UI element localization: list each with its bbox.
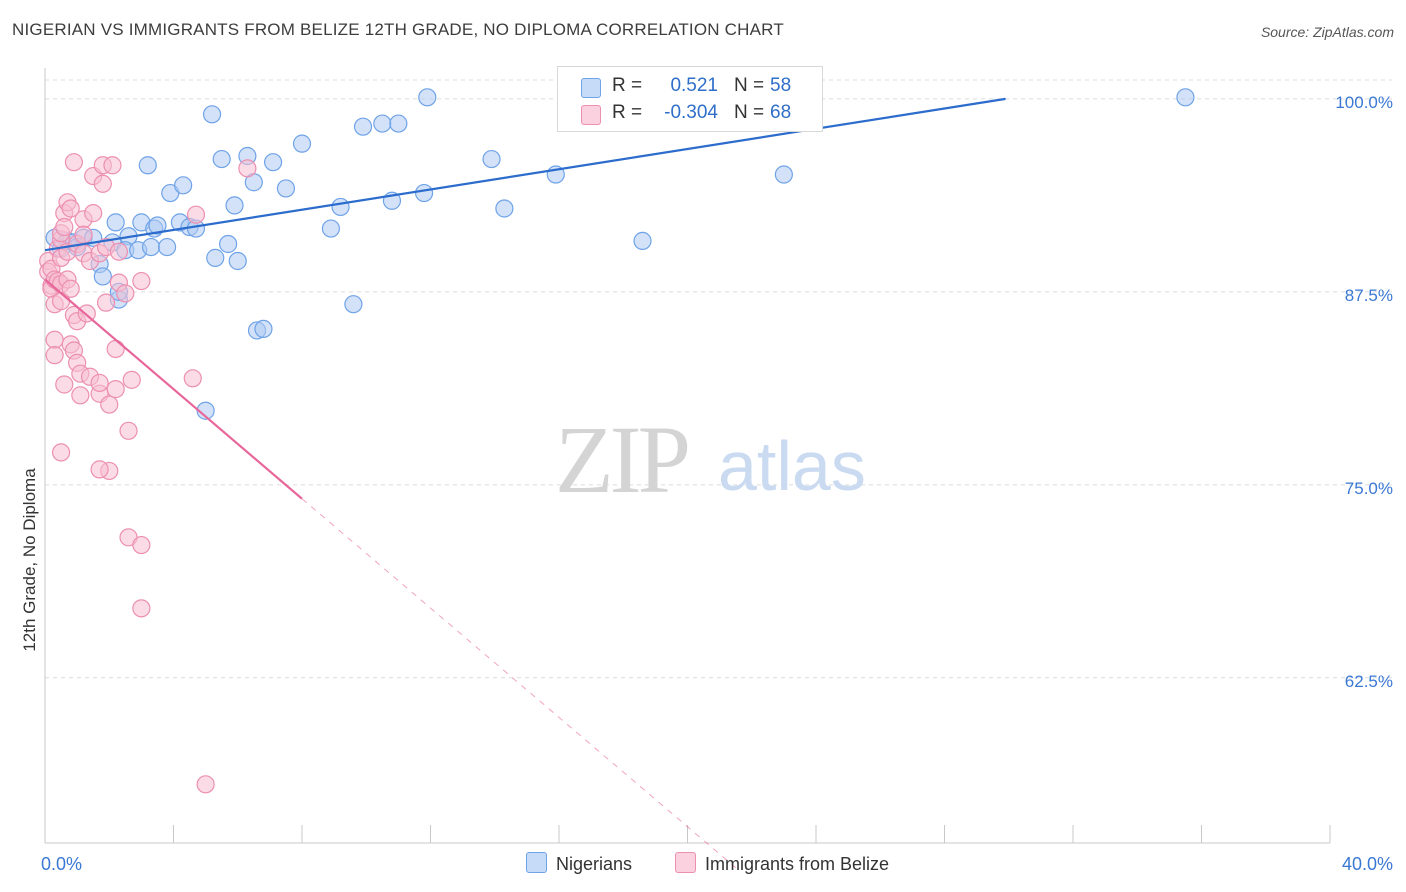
- belize-point: [183, 369, 202, 388]
- nigerian-point: [495, 199, 514, 218]
- belize-point: [45, 346, 64, 365]
- nigerian-point: [482, 149, 501, 169]
- nigerian-point: [331, 197, 350, 217]
- belize-point: [61, 279, 80, 298]
- nigerian-point: [344, 295, 363, 314]
- legend-r-value: 0.521: [670, 75, 718, 96]
- nigerian-point: [414, 183, 434, 203]
- bottom-legend-nigerians: Nigerians: [526, 852, 632, 875]
- x-tick-label: 0.0%: [41, 854, 82, 874]
- nigerian-point: [157, 237, 177, 257]
- nigerian-point: [93, 267, 112, 286]
- y-axis-label: 12th Grade, No Diploma: [20, 468, 39, 652]
- belize-point: [132, 599, 151, 618]
- nigerian-point: [353, 117, 373, 136]
- nigerian-point: [202, 105, 222, 124]
- belize-point: [51, 443, 71, 462]
- belize-point: [96, 293, 116, 312]
- nigerian-point: [196, 401, 215, 420]
- belize-point: [109, 242, 128, 261]
- legend-swatch-blue: [581, 78, 601, 98]
- nigerian-point: [633, 231, 652, 251]
- nigerian-point: [292, 134, 312, 153]
- nigerian-point: [373, 114, 392, 133]
- nigerian-point: [774, 165, 793, 184]
- bottom-legend-swatch-pink: [675, 852, 696, 873]
- x-tick-label: 40.0%: [1342, 854, 1393, 874]
- belize-point: [106, 380, 125, 399]
- y-tick-label: 100.0%: [1335, 93, 1393, 112]
- belize-point: [55, 375, 74, 394]
- belize-trend-line: [44, 278, 303, 500]
- nigerian-point: [106, 213, 125, 232]
- nigerian-point: [389, 114, 408, 133]
- nigerian-point: [276, 179, 296, 198]
- belize-point: [122, 370, 141, 389]
- belize-point: [61, 199, 80, 218]
- belize-point: [64, 153, 84, 172]
- legend-n-label: N =: [734, 75, 765, 96]
- belize-point: [100, 395, 119, 414]
- nigerian-point: [263, 153, 283, 172]
- belize-point: [132, 271, 151, 291]
- nigerian-point: [148, 216, 167, 235]
- correlation-legend: R = 0.521 N = 58 R = -0.304 N = 68: [557, 66, 823, 132]
- belize-point: [238, 159, 257, 178]
- nigerian-point: [321, 219, 341, 238]
- belize-point: [74, 225, 93, 244]
- nigerian-point: [174, 176, 193, 195]
- legend-n-value: 58: [770, 75, 792, 96]
- belize-trend-extension: [301, 498, 737, 869]
- belize-point: [90, 373, 109, 393]
- bottom-legend-belize: Immigrants from Belize: [675, 852, 889, 875]
- belize-point: [71, 386, 90, 405]
- y-tick-label: 75.0%: [1345, 479, 1393, 498]
- nigerian-point: [219, 234, 238, 254]
- legend-swatch-pink: [581, 105, 601, 125]
- belize-point: [103, 156, 122, 175]
- nigerian-trend-line: [44, 97, 1006, 252]
- nigerian-point: [418, 88, 437, 107]
- belize-point: [84, 204, 103, 223]
- nigerian-point: [228, 251, 247, 271]
- legend-n-value: 68: [770, 102, 792, 123]
- belize-point: [55, 217, 74, 237]
- belize-point: [90, 460, 109, 479]
- legend-n-label: N =: [734, 102, 765, 123]
- nigerian-point: [212, 149, 231, 169]
- nigerian-point: [1176, 88, 1195, 107]
- nigerian-point: [141, 237, 161, 257]
- belize-point: [132, 535, 151, 555]
- nigerian-point: [138, 156, 157, 175]
- belize-point: [119, 421, 138, 440]
- watermark-zip: ZIP: [555, 406, 688, 513]
- belize-point: [93, 174, 112, 193]
- belize-point: [45, 330, 64, 349]
- belize-point: [106, 339, 125, 359]
- bottom-legend-label: Immigrants from Belize: [705, 854, 890, 874]
- nigerian-point: [254, 319, 273, 339]
- y-tick-label: 62.5%: [1345, 672, 1393, 691]
- belize-point: [116, 284, 135, 303]
- chart-title: NIGERIAN VS IMMIGRANTS FROM BELIZE 12TH …: [12, 20, 784, 39]
- bottom-legend-label: Nigerians: [556, 854, 633, 874]
- y-tick-label: 87.5%: [1345, 286, 1393, 305]
- watermark-atlas: atlas: [718, 427, 866, 505]
- belize-point: [196, 775, 215, 794]
- belize-point: [186, 205, 206, 224]
- legend-r-value: -0.304: [664, 102, 718, 123]
- source-credit: Source: ZipAtlas.com: [1260, 24, 1394, 40]
- bottom-legend-swatch-blue: [526, 852, 547, 873]
- legend-r-label: R =: [612, 102, 643, 123]
- legend-r-label: R =: [612, 75, 643, 96]
- nigerian-point: [225, 196, 244, 215]
- nigerian-point: [206, 248, 225, 267]
